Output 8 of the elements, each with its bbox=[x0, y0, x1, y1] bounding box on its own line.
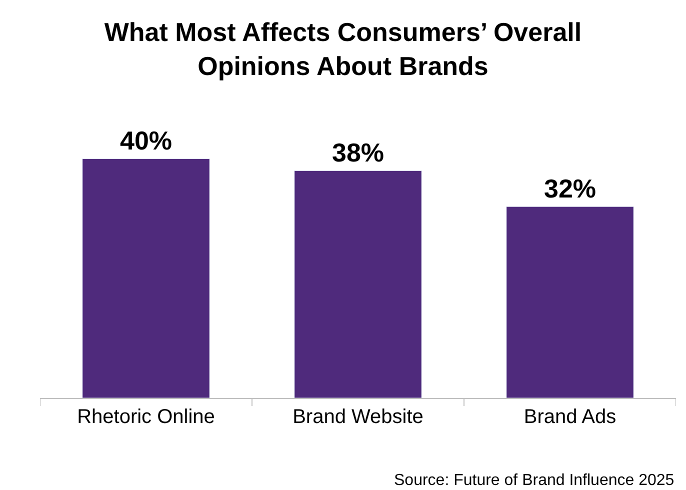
x-tick-label: Brand Website bbox=[292, 406, 424, 428]
chart-title: What Most Affects Consumers’ Overall Opinions About Brands bbox=[104, 17, 582, 81]
data-label: 38% bbox=[332, 138, 384, 168]
data-label: 32% bbox=[544, 174, 596, 204]
x-tick-label: Rhetoric Online bbox=[77, 406, 215, 428]
data-label: 40% bbox=[120, 126, 172, 156]
source-note: Source: Future of Brand Influence 2025 bbox=[394, 472, 674, 489]
x-tick-label: Brand Ads bbox=[524, 406, 616, 428]
